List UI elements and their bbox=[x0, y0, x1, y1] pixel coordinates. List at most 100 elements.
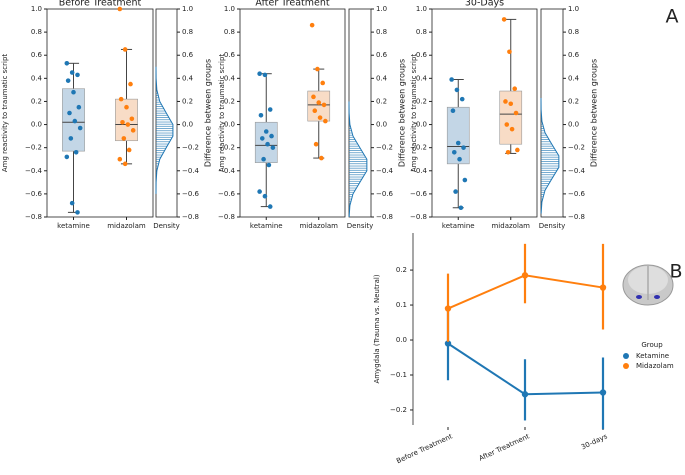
y-tick-label: −0.4 bbox=[218, 167, 236, 175]
y2-tick-label: −0.2 bbox=[376, 144, 393, 152]
data-point bbox=[457, 156, 462, 162]
data-point bbox=[261, 156, 266, 162]
data-point bbox=[121, 136, 127, 141]
data-point bbox=[126, 147, 132, 153]
y-tick-label: −0.2 bbox=[25, 144, 42, 152]
data-point bbox=[461, 145, 466, 150]
data-point bbox=[77, 125, 83, 131]
y2-tick-label: 1.0 bbox=[568, 5, 579, 13]
data-point bbox=[503, 99, 508, 104]
y-tick-label: 0.6 bbox=[224, 51, 236, 59]
data-point bbox=[509, 126, 515, 132]
y2-tick-label: 0.6 bbox=[182, 51, 194, 59]
data-point bbox=[454, 87, 460, 93]
y2-tick-label: 0.8 bbox=[568, 28, 579, 36]
data-point bbox=[512, 86, 518, 92]
y-tick-label: −0.2 bbox=[218, 144, 235, 152]
data-point bbox=[125, 122, 131, 127]
data-point bbox=[265, 141, 270, 147]
data-point bbox=[266, 162, 272, 168]
x-tick-label: midazolam bbox=[299, 222, 338, 230]
data-point bbox=[313, 141, 319, 147]
density-curve bbox=[540, 97, 560, 214]
y-tick-label: 0.0 bbox=[224, 121, 235, 129]
y2-tick-label: 0.4 bbox=[376, 74, 388, 82]
y2-tick-label: −0.2 bbox=[182, 144, 199, 152]
y2-tick-label: 0.8 bbox=[376, 28, 387, 36]
data-point bbox=[508, 101, 514, 107]
y-axis-label: Amygdala (Trauma vs. Neutral) bbox=[373, 274, 381, 383]
density-label: Density bbox=[153, 222, 180, 230]
y-tick-label: 0.2 bbox=[224, 97, 235, 105]
y-tick-label: 0.6 bbox=[31, 51, 43, 59]
y-tick-label: 0.4 bbox=[224, 74, 236, 82]
y-tick-label: −0.8 bbox=[410, 213, 427, 221]
data-point bbox=[449, 77, 454, 82]
data-point bbox=[72, 118, 78, 124]
y-tick-label: 0.2 bbox=[31, 97, 42, 105]
y2-tick-label: 0.0 bbox=[182, 121, 193, 129]
data-point bbox=[515, 147, 520, 153]
data-point bbox=[507, 49, 512, 55]
y2-tick-label: −0.2 bbox=[568, 144, 585, 152]
y2-tick-label: −0.6 bbox=[182, 190, 200, 198]
data-point bbox=[459, 96, 465, 102]
data-point bbox=[262, 72, 268, 78]
data-point bbox=[130, 128, 136, 133]
legend-marker bbox=[623, 363, 629, 369]
y-tick-label: −0.6 bbox=[410, 190, 428, 198]
legend-marker bbox=[623, 353, 629, 359]
y-tick-label: 0.6 bbox=[416, 51, 428, 59]
data-point bbox=[267, 107, 273, 112]
data-point bbox=[504, 122, 510, 127]
density-area bbox=[156, 66, 173, 194]
y2-tick-label: −0.8 bbox=[376, 213, 393, 221]
legend-label: Midazolam bbox=[636, 362, 674, 370]
density-curve bbox=[155, 66, 174, 194]
data-point bbox=[75, 210, 80, 215]
x-tick-label: 30-days bbox=[580, 432, 609, 451]
box bbox=[499, 90, 523, 145]
y2-tick-label: −0.4 bbox=[376, 167, 394, 175]
data-point bbox=[257, 71, 262, 77]
data-point bbox=[321, 102, 327, 108]
y-tick-label: −0.6 bbox=[25, 190, 43, 198]
data-point bbox=[455, 140, 461, 146]
density-area bbox=[349, 101, 367, 217]
data-point bbox=[450, 108, 456, 113]
y2-tick-label: 0.2 bbox=[376, 97, 387, 105]
y2-tick-label: −0.8 bbox=[568, 213, 585, 221]
panel-label: A bbox=[666, 6, 679, 28]
y2-tick-label: 0.4 bbox=[182, 74, 194, 82]
data-point bbox=[129, 116, 135, 122]
data-point bbox=[262, 193, 268, 199]
data-point bbox=[69, 200, 75, 206]
data-point bbox=[122, 161, 128, 167]
data-point bbox=[513, 110, 519, 116]
y-axis-label: Amg reactivity to traumatic script bbox=[410, 54, 418, 173]
density-label: Density bbox=[539, 222, 566, 230]
y-tick-label: 0.0 bbox=[31, 121, 42, 129]
y2-tick-label: 0.2 bbox=[568, 97, 579, 105]
data-point bbox=[117, 156, 123, 162]
y-tick-label: 0.2 bbox=[396, 266, 407, 274]
y-tick-label: 1.0 bbox=[416, 5, 427, 13]
y-tick-label: −0.4 bbox=[410, 167, 428, 175]
data-point bbox=[68, 136, 74, 141]
y-tick-label: −0.2 bbox=[410, 144, 427, 152]
data-point bbox=[117, 6, 123, 12]
density-area bbox=[541, 97, 559, 214]
x-tick-label: midazolam bbox=[491, 222, 530, 230]
data-point bbox=[64, 61, 70, 66]
data-point bbox=[76, 104, 82, 110]
y-tick-label: 1.0 bbox=[224, 5, 235, 13]
y-tick-label: 0.2 bbox=[416, 97, 427, 105]
y2-tick-label: −0.6 bbox=[568, 190, 586, 198]
data-point bbox=[267, 204, 273, 209]
data-point bbox=[317, 115, 323, 120]
data-point bbox=[311, 94, 316, 100]
box bbox=[446, 106, 470, 165]
x-tick-label: midazolam bbox=[107, 222, 146, 230]
y-tick-label: 0.0 bbox=[416, 121, 427, 129]
